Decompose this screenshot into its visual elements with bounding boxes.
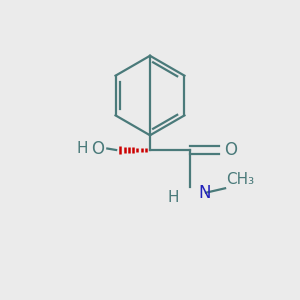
Text: CH₃: CH₃ <box>226 172 255 187</box>
Text: O: O <box>224 141 238 159</box>
Text: H: H <box>77 141 88 156</box>
Text: O: O <box>92 140 104 158</box>
Text: H: H <box>168 190 179 205</box>
Text: N: N <box>199 184 211 202</box>
